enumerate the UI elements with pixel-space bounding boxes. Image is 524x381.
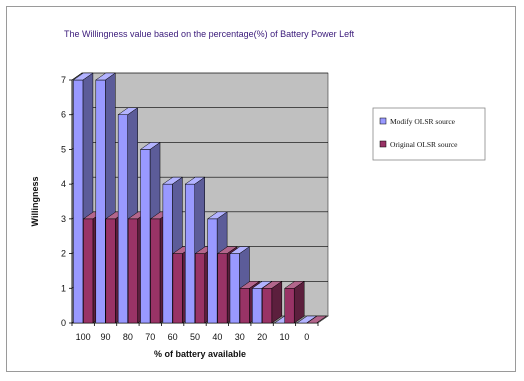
y-tick-label: 4 xyxy=(61,179,66,189)
bar-front xyxy=(207,218,218,324)
bar-front xyxy=(127,218,138,324)
y-tick-label: 5 xyxy=(61,144,66,154)
gridline xyxy=(71,72,328,81)
x-tick-label: 100 xyxy=(76,332,91,342)
bar-side xyxy=(271,280,283,324)
bar-front xyxy=(217,253,228,324)
bar-front xyxy=(117,114,128,324)
bar-top xyxy=(296,315,318,324)
bar-top xyxy=(261,281,283,289)
bar-top xyxy=(251,281,273,289)
x-tick-label: 0 xyxy=(304,332,309,342)
y-tick-label: 0 xyxy=(61,318,66,328)
bar-front xyxy=(105,218,116,324)
bar-original-olsr xyxy=(261,280,283,324)
x-tick-label: 20 xyxy=(257,332,267,342)
bar-top xyxy=(306,315,328,324)
bar-top xyxy=(229,246,251,254)
bar-top xyxy=(216,246,238,254)
bar-top xyxy=(184,176,206,185)
bar-top xyxy=(239,281,261,289)
bar-front xyxy=(162,183,173,324)
x-tick-label: 90 xyxy=(101,332,111,342)
legend-label: Modify OLSR source xyxy=(390,117,456,126)
bar-top xyxy=(139,142,161,150)
legend-label: Original OLSR source xyxy=(390,140,458,149)
x-tick-label: 80 xyxy=(123,332,133,342)
bar-front xyxy=(195,253,205,324)
y-tick-label: 7 xyxy=(61,75,66,85)
y-tick-label: 1 xyxy=(61,283,66,293)
bar-top xyxy=(206,211,228,220)
bar-front xyxy=(252,288,263,324)
bar-front xyxy=(172,253,183,324)
bar-front xyxy=(140,149,151,324)
bar-front xyxy=(73,79,84,324)
y-tick-label: 3 xyxy=(61,214,66,224)
bar-modify-olsr xyxy=(296,315,318,324)
bar-front xyxy=(229,253,240,324)
bar-top xyxy=(95,72,117,81)
x-axis-label: % of battery available xyxy=(154,349,246,359)
bar-front xyxy=(262,288,273,324)
x-tick-label: 10 xyxy=(279,332,289,342)
bar-front xyxy=(185,183,195,324)
bar-front xyxy=(150,218,161,324)
bar-top xyxy=(72,72,94,81)
legend: Modify OLSR source Original OLSR source xyxy=(372,107,486,161)
y-tick-label: 2 xyxy=(61,249,66,259)
x-tick-label: 60 xyxy=(168,332,178,342)
bar-front xyxy=(83,218,94,324)
x-tick-label: 70 xyxy=(145,332,155,342)
bar-top xyxy=(117,107,139,115)
bar-front xyxy=(239,288,250,324)
legend-swatch xyxy=(379,140,387,148)
bar-original-olsr xyxy=(283,280,305,324)
chart-title: The Willingness value based on the perce… xyxy=(64,29,355,39)
x-tick-label: 30 xyxy=(235,332,245,342)
bar-original-olsr xyxy=(306,315,328,324)
x-tick-label: 50 xyxy=(190,332,200,342)
legend-swatch xyxy=(379,117,387,125)
bar-front xyxy=(284,288,295,324)
x-tick-label: 40 xyxy=(212,332,222,342)
bar-top xyxy=(162,176,184,185)
legend-box xyxy=(372,107,486,161)
bar-front xyxy=(95,79,106,324)
y-axis-label: Willingness xyxy=(30,177,40,227)
bar-top xyxy=(283,281,305,289)
bar-side xyxy=(293,280,305,324)
y-tick-label: 6 xyxy=(61,110,66,120)
